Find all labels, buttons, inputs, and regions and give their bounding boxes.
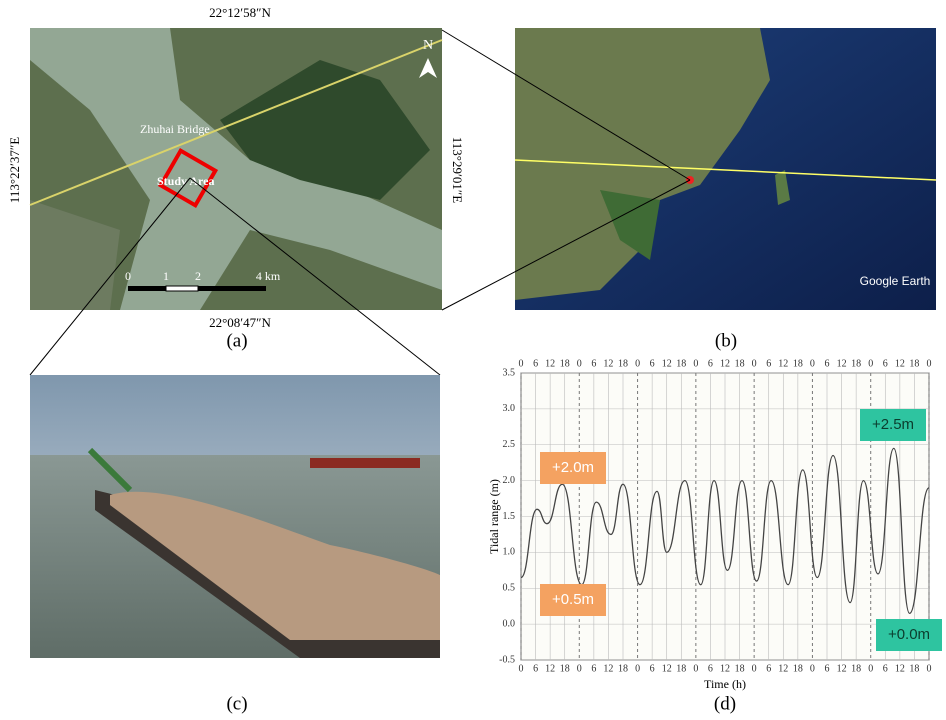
x-tick-label: 0 <box>810 358 815 369</box>
x-tick-label: 0 <box>868 663 873 674</box>
x-tick-label: 6 <box>650 358 655 369</box>
bridge-label: Zhuhai Bridge <box>140 122 210 136</box>
figure: 22°12′58″N 22°08′47″N 113°22′37″E 113°29… <box>0 0 946 720</box>
x-tick-label: 0 <box>519 358 524 369</box>
x-tick-label: 18 <box>560 358 570 369</box>
x-tick-label: 6 <box>708 663 713 674</box>
longitude-label: 113°29′01″E <box>450 137 465 203</box>
y-tick-label: 3.0 <box>503 403 516 414</box>
x-tick-label: 6 <box>825 663 830 674</box>
x-tick-label: 18 <box>618 663 628 674</box>
y-tick-label: -0.5 <box>499 654 515 665</box>
x-tick-label: 0 <box>519 663 524 674</box>
x-tick-label: 0 <box>635 358 640 369</box>
scale-label: 4 km <box>256 269 281 283</box>
x-tick-label: 6 <box>591 358 596 369</box>
latitude-label: 22°08′47″N <box>209 315 271 330</box>
annotation: +2.0m <box>552 459 594 476</box>
x-tick-label: 12 <box>720 358 730 369</box>
x-tick-label: 12 <box>837 358 847 369</box>
x-tick-label: 6 <box>766 663 771 674</box>
x-tick-label: 12 <box>545 358 555 369</box>
x-tick-label: 6 <box>650 663 655 674</box>
annotation: +0.5m <box>552 591 594 608</box>
map-a <box>30 28 442 310</box>
annotation: +2.5m <box>872 416 914 433</box>
x-tick-label: 0 <box>693 663 698 674</box>
scale-label: 2 <box>195 269 201 283</box>
scale-label: 0 <box>125 269 131 283</box>
x-tick-label: 6 <box>825 358 830 369</box>
x-tick-label: 12 <box>778 663 788 674</box>
x-tick-label: 0 <box>927 663 932 674</box>
y-tick-label: 2.5 <box>503 439 516 450</box>
x-tick-label: 0 <box>868 358 873 369</box>
x-tick-label: 12 <box>720 663 730 674</box>
x-tick-label: 18 <box>735 358 745 369</box>
x-tick-label: 12 <box>603 358 613 369</box>
x-tick-label: 18 <box>851 663 861 674</box>
x-tick-label: 12 <box>603 663 613 674</box>
x-tick-label: 18 <box>909 358 919 369</box>
caption: (c) <box>226 693 247 714</box>
x-tick-label: 6 <box>766 358 771 369</box>
longitude-label: 113°22′37″E <box>7 137 22 203</box>
caption: (d) <box>714 693 736 714</box>
x-tick-label: 6 <box>533 358 538 369</box>
x-tick-label: 0 <box>635 663 640 674</box>
x-tick-label: 0 <box>927 358 932 369</box>
x-tick-label: 0 <box>752 663 757 674</box>
scale-label: 1 <box>163 269 169 283</box>
y-tick-label: 0.0 <box>503 618 516 629</box>
x-tick-label: 6 <box>708 358 713 369</box>
x-tick-label: 0 <box>810 663 815 674</box>
x-tick-label: 12 <box>778 358 788 369</box>
x-tick-label: 12 <box>895 358 905 369</box>
x-tick-label: 18 <box>851 358 861 369</box>
y-tick-label: 0.5 <box>503 583 516 594</box>
x-axis-label: Time (h) <box>704 677 746 691</box>
x-tick-label: 12 <box>662 663 672 674</box>
x-tick-label: 0 <box>577 358 582 369</box>
x-tick-label: 18 <box>618 358 628 369</box>
x-tick-label: 18 <box>793 663 803 674</box>
x-tick-label: 6 <box>591 663 596 674</box>
x-tick-label: 12 <box>895 663 905 674</box>
x-tick-label: 0 <box>577 663 582 674</box>
x-tick-label: 12 <box>545 663 555 674</box>
x-tick-label: 6 <box>883 358 888 369</box>
x-tick-label: 18 <box>676 358 686 369</box>
x-tick-label: 0 <box>752 358 757 369</box>
annotation: +0.0m <box>888 626 930 643</box>
caption: (a) <box>226 330 247 351</box>
x-tick-label: 18 <box>560 663 570 674</box>
study-area-label: Study Area <box>157 174 214 188</box>
tide-chart: -0.50.00.51.01.52.02.53.03.5006612121818… <box>487 358 942 714</box>
north-label: N <box>423 38 433 53</box>
x-tick-label: 6 <box>883 663 888 674</box>
x-tick-label: 12 <box>662 358 672 369</box>
x-tick-label: 18 <box>793 358 803 369</box>
x-tick-label: 18 <box>909 663 919 674</box>
x-tick-label: 18 <box>735 663 745 674</box>
x-tick-label: 0 <box>693 358 698 369</box>
y-tick-label: 1.0 <box>503 547 516 558</box>
y-tick-label: 3.5 <box>503 367 516 378</box>
y-tick-label: 2.0 <box>503 475 516 486</box>
x-tick-label: 18 <box>676 663 686 674</box>
latitude-label: 22°12′58″N <box>209 5 271 20</box>
caption: (b) <box>715 330 737 351</box>
y-axis-label: Tidal range (m) <box>487 479 501 554</box>
brand-label: Google Earth <box>860 274 931 288</box>
x-tick-label: 12 <box>837 663 847 674</box>
y-tick-label: 1.5 <box>503 511 516 522</box>
map-b <box>515 28 936 310</box>
x-tick-label: 6 <box>533 663 538 674</box>
photo-c <box>30 375 440 658</box>
